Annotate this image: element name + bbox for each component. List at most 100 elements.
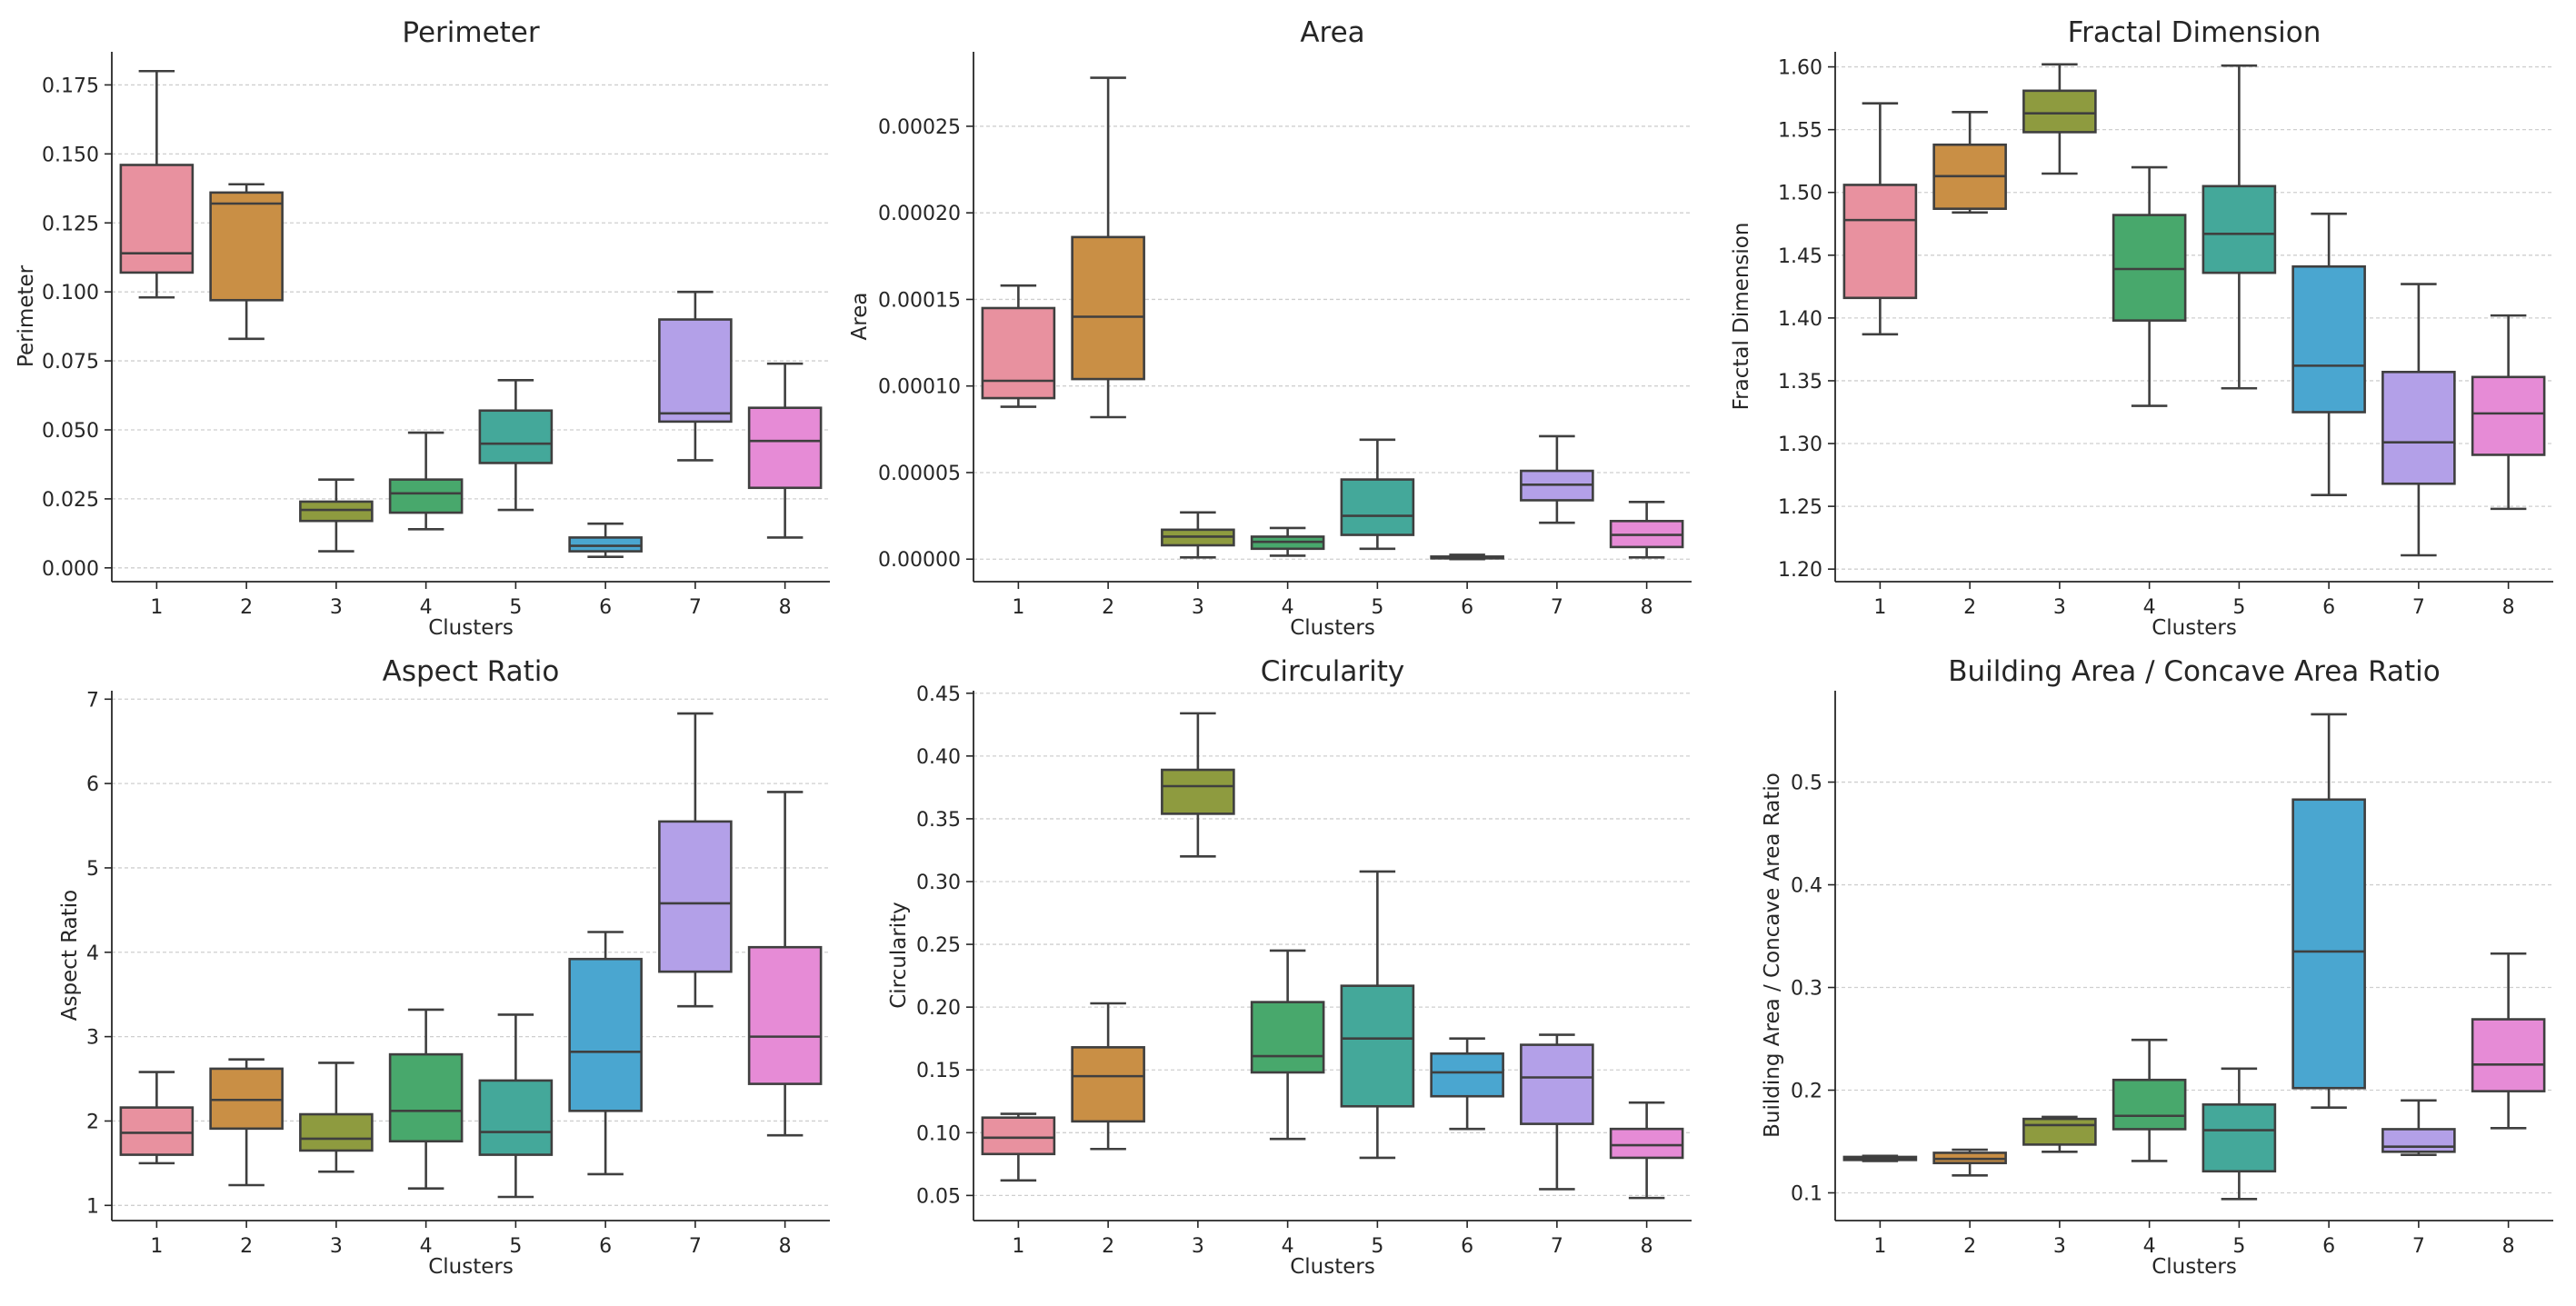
iqr-box <box>981 306 1056 400</box>
box-cluster-8 <box>2471 314 2546 511</box>
x-tick-label: 2 <box>1963 596 1976 619</box>
y-axis-label: Fractal Dimension <box>1730 223 1753 411</box>
panel-perimeter: Perimeter Perimeter Clusters 0.0000.0250… <box>15 16 830 640</box>
iqr-box <box>981 1116 1056 1156</box>
x-tick-label: 1 <box>1012 596 1024 619</box>
panel-title: Area <box>1300 16 1364 49</box>
box-cluster-1 <box>119 69 195 299</box>
y-tick-label: 0.2 <box>1791 1081 1822 1103</box>
iqr-box <box>478 409 554 464</box>
iqr-box <box>2112 214 2187 322</box>
iqr-box <box>119 1106 195 1156</box>
box-cluster-3 <box>1161 511 1235 559</box>
axes: 1 2 3 4 5 6 7 1 2 3 4 5 6 7 8 <box>86 689 830 1258</box>
y-tick-label: 0.20 <box>916 997 961 1020</box>
x-tick-label: 4 <box>420 596 433 619</box>
panel-area: Area Area Clusters 0.00000 0.00005 0.00010… <box>848 16 1692 640</box>
box-cluster-4 <box>1250 526 1325 557</box>
iqr-box <box>747 945 823 1085</box>
y-tick-label: 4 <box>86 942 99 965</box>
box-cluster-1 <box>1842 1154 1918 1162</box>
box-cluster-8 <box>1609 501 1684 559</box>
iqr-box <box>747 406 823 490</box>
axes: 0.1 0.2 0.3 0.4 0.5 1 2 3 4 5 6 7 8 <box>1791 691 2553 1258</box>
box-cluster-6 <box>2291 713 2366 1110</box>
grid <box>1835 65 2553 570</box>
x-tick-label: 7 <box>689 596 702 619</box>
y-tick-label: 0.00010 <box>878 376 961 399</box>
x-tick-label: 7 <box>1551 596 1563 619</box>
iqr-box <box>1430 1052 1504 1098</box>
box-cluster-7 <box>658 290 733 462</box>
iqr-box <box>209 191 284 302</box>
iqr-box <box>1071 1046 1145 1123</box>
x-tick-label: 5 <box>509 1235 522 1258</box>
x-tick-label: 3 <box>2053 596 2066 619</box>
y-tick-label: 3 <box>86 1027 99 1050</box>
box-cluster-4 <box>2112 1038 2187 1162</box>
iqr-box <box>478 1079 554 1156</box>
x-tick-label: 8 <box>2502 596 2515 619</box>
box-cluster-6 <box>2291 212 2366 496</box>
boxes <box>981 76 1684 561</box>
y-tick-label: 1.30 <box>1778 434 1822 456</box>
iqr-box <box>1340 478 1415 536</box>
iqr-box <box>1609 1127 1684 1160</box>
y-tick-label: 6 <box>86 773 99 796</box>
x-tick-label: 3 <box>1192 596 1204 619</box>
x-tick-label: 2 <box>1102 596 1114 619</box>
box-cluster-7 <box>1520 434 1594 524</box>
iqr-box <box>209 1067 284 1131</box>
boxes <box>119 69 823 558</box>
iqr-box <box>2381 370 2456 485</box>
y-tick-label: 0.5 <box>1791 773 1822 795</box>
iqr-box <box>2291 264 2366 414</box>
iqr-box <box>2471 1018 2546 1092</box>
x-tick-label: 3 <box>330 596 343 619</box>
y-tick-label: 1.40 <box>1778 308 1822 331</box>
boxes <box>1842 713 2546 1201</box>
iqr-box <box>388 1052 464 1143</box>
x-tick-label: 8 <box>1641 596 1653 619</box>
iqr-box <box>2291 798 2366 1090</box>
y-axis-label: Perimeter <box>15 264 38 367</box>
y-tick-label: 1.45 <box>1778 245 1822 268</box>
iqr-box <box>119 164 195 274</box>
x-tick-label: 4 <box>1282 596 1294 619</box>
y-axis-label: Circularity <box>887 902 911 1009</box>
box-cluster-1 <box>981 1112 1056 1182</box>
box-cluster-1 <box>119 1071 195 1165</box>
x-tick-label: 3 <box>2053 1235 2066 1258</box>
y-tick-label: 0.45 <box>916 683 961 706</box>
x-tick-label: 2 <box>1102 1235 1114 1258</box>
panel-aspect-ratio: Aspect Ratio Aspect Ratio Clusters 1 2 3 4 5… <box>58 655 830 1279</box>
box-cluster-2 <box>1932 111 2007 214</box>
iqr-box <box>2202 1103 2277 1173</box>
x-tick-label: 6 <box>1461 596 1473 619</box>
x-tick-label: 4 <box>2143 1235 2156 1258</box>
iqr-box <box>2022 89 2097 134</box>
x-tick-label: 6 <box>1461 1235 1473 1258</box>
box-cluster-3 <box>299 1062 374 1173</box>
panel-circularity: Circularity Circularity Clusters 0.05 0.1… <box>887 655 1692 1279</box>
x-tick-label: 7 <box>2412 1235 2425 1258</box>
x-tick-label: 3 <box>330 1235 343 1258</box>
y-axis-label: Aspect Ratio <box>58 890 82 1022</box>
iqr-box <box>2022 1117 2097 1146</box>
axes: 0.000 0.025 0.050 0.075 0.100 0.125 0.150 0.175… <box>42 52 830 619</box>
iqr-box <box>299 1112 374 1152</box>
iqr-box <box>568 536 643 553</box>
box-cluster-6 <box>1430 1037 1504 1131</box>
y-tick-label: 0.30 <box>916 872 961 894</box>
y-tick-label: 0.40 <box>916 746 961 769</box>
box-cluster-6 <box>568 931 643 1176</box>
iqr-box <box>2112 1078 2187 1131</box>
iqr-box <box>658 820 733 973</box>
y-tick-label: 0.10 <box>916 1122 961 1145</box>
box-cluster-3 <box>2022 1115 2097 1153</box>
box-cluster-5 <box>478 379 554 512</box>
iqr-box <box>2202 184 2277 274</box>
y-tick-label: 0.15 <box>916 1060 961 1082</box>
x-tick-label: 1 <box>1873 1235 1886 1258</box>
